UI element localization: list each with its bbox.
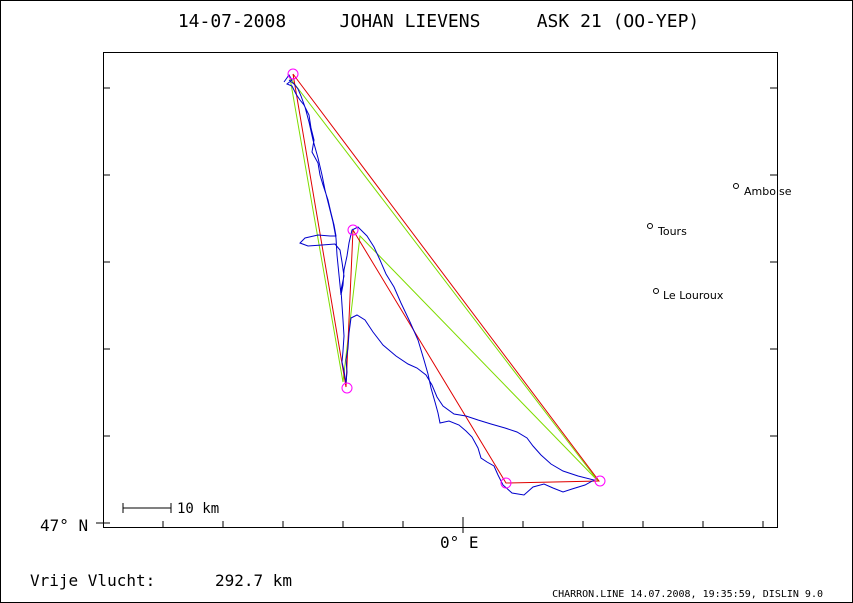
left-ticks [96,87,110,524]
scale-bar-label: 10 km [177,501,219,517]
gps-track [283,74,596,496]
latitude-label: 47° N [40,516,88,535]
summary-label: Vrije Vlucht: [30,571,155,590]
summary-distance: 292.7 km [215,571,292,590]
scale-bar: 10 km [122,501,219,517]
turnpoint-marker-icon [500,477,512,489]
place-name: Tours [657,225,687,238]
turnpoint-marker-icon [594,475,606,487]
place-name: Le Louroux [663,289,724,302]
turnpoint-marker-icon [287,68,299,80]
place-name: Amboise [744,185,792,198]
footer-info: CHARRON.LINE 14.07.2008, 19:35:59, DISLI… [552,589,823,600]
right-ticks [770,87,777,437]
place-marker-icon [733,183,739,189]
declared-legs [289,77,599,482]
place-marker-icon [647,223,653,229]
place-marker-icon [653,288,659,294]
optimised-legs [292,73,600,484]
title-glider: ASK 21 (OO-YEP) [537,11,700,32]
title-pilot: JOHAN LIEVENS [340,11,481,32]
map-frame [103,52,778,528]
turnpoints [287,68,606,489]
place-le-louroux: Le Louroux [653,288,724,302]
turnpoint-marker-icon [347,224,359,236]
longitude-label: 0° E [440,533,479,552]
place-tours: Tours [647,223,687,238]
place-amboise: Amboise [733,183,792,198]
turnpoint-marker-icon [341,382,353,394]
bottom-ticks [162,517,764,533]
title-date: 14-07-2008 [178,11,286,32]
